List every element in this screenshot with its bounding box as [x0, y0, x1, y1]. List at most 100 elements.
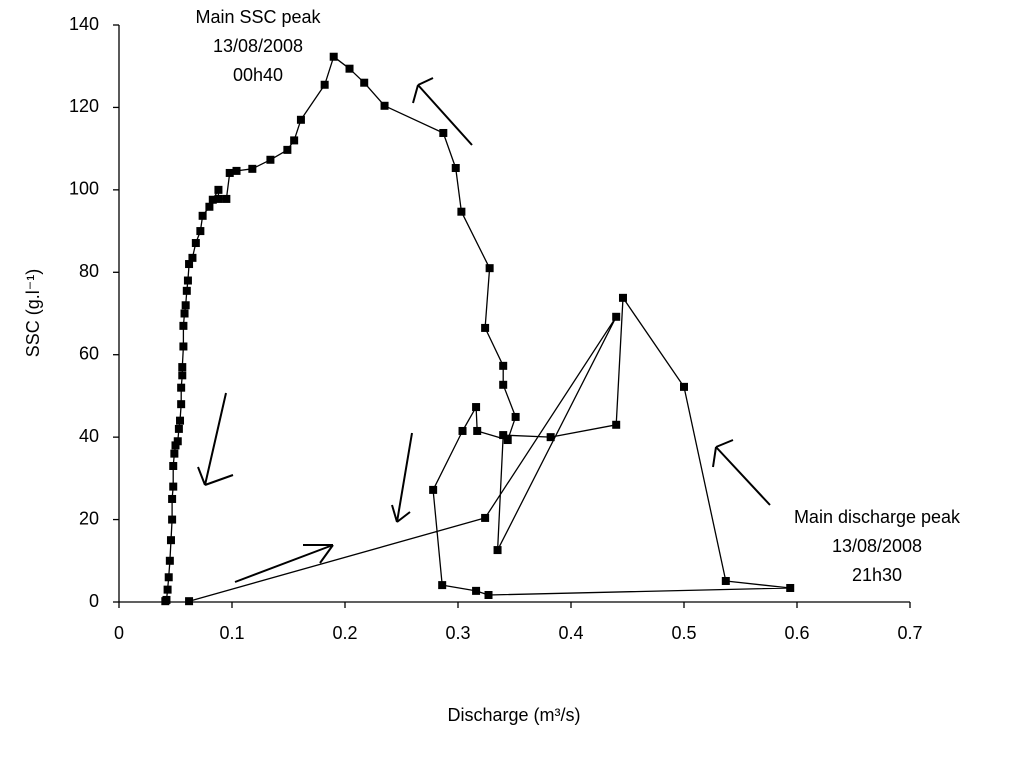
- point: [680, 382, 688, 391]
- x-tick-label: 0.2: [332, 623, 357, 643]
- x-axis-label: Discharge (m³/s): [447, 705, 580, 725]
- point: [458, 426, 467, 435]
- point: [177, 400, 186, 409]
- point: [196, 227, 205, 236]
- point: [179, 342, 188, 351]
- series-line: [164, 56, 791, 602]
- point: [161, 597, 170, 606]
- point: [185, 260, 194, 269]
- point: [438, 581, 447, 590]
- point: [472, 403, 481, 412]
- point: [185, 597, 194, 606]
- point: [451, 164, 460, 173]
- point: [179, 321, 188, 330]
- point: [174, 424, 183, 433]
- annotation: 13/08/2008: [832, 536, 922, 556]
- point: [208, 195, 217, 204]
- x-tick-label: 0.3: [445, 623, 470, 643]
- point: [168, 494, 177, 503]
- point: [493, 546, 502, 555]
- annotation: 21h30: [852, 565, 902, 585]
- x-tick-label: 0: [114, 623, 124, 643]
- point: [183, 276, 192, 285]
- point: [182, 286, 191, 295]
- arrow: [412, 77, 473, 146]
- point: [296, 115, 305, 124]
- point: [198, 211, 207, 220]
- point: [721, 576, 730, 585]
- point: [457, 207, 466, 216]
- point: [472, 586, 481, 595]
- point: [225, 168, 234, 177]
- point: [177, 383, 186, 392]
- point: [163, 585, 172, 594]
- y-tick-label: 140: [69, 14, 99, 34]
- arrow: [712, 439, 771, 506]
- point: [214, 194, 223, 203]
- point: [485, 264, 494, 273]
- point: [329, 52, 338, 61]
- y-tick-label: 120: [69, 96, 99, 116]
- point: [618, 293, 627, 302]
- point: [176, 416, 185, 425]
- point: [320, 80, 329, 89]
- y-tick-label: 20: [79, 508, 99, 528]
- arrow: [391, 432, 413, 523]
- point: [169, 482, 178, 491]
- point: [612, 312, 621, 321]
- point: [173, 437, 182, 446]
- point: [484, 590, 493, 599]
- x-tick-label: 0.7: [897, 623, 922, 643]
- annotation: 00h40: [233, 65, 283, 85]
- point: [481, 513, 490, 522]
- point: [429, 485, 438, 494]
- point: [266, 155, 275, 164]
- point: [164, 573, 173, 582]
- point: [188, 253, 197, 262]
- point: [214, 185, 223, 194]
- y-axis-label: SSC (g.l⁻¹): [23, 269, 43, 358]
- y-tick-label: 60: [79, 343, 99, 363]
- point: [612, 420, 621, 429]
- annotation: Main discharge peak: [794, 507, 961, 527]
- point: [546, 433, 555, 442]
- point: [178, 371, 187, 380]
- point: [473, 426, 482, 435]
- point: [165, 556, 174, 565]
- y-tick-label: 0: [89, 591, 99, 611]
- arrow: [234, 544, 334, 583]
- point: [439, 128, 448, 137]
- point: [169, 461, 178, 470]
- point: [205, 202, 214, 211]
- point: [170, 449, 179, 458]
- x-tick-label: 0.4: [558, 623, 583, 643]
- point: [191, 239, 200, 248]
- point: [345, 64, 354, 73]
- x-tick-label: 0.6: [784, 623, 809, 643]
- point: [171, 441, 180, 450]
- point: [481, 323, 490, 332]
- y-tick-label: 80: [79, 261, 99, 281]
- point: [168, 515, 177, 524]
- point: [222, 194, 231, 203]
- point: [180, 309, 189, 318]
- arrows: [197, 77, 771, 583]
- y-tick-label: 100: [69, 179, 99, 199]
- y-tick-label: 40: [79, 426, 99, 446]
- x-tick-label: 0.5: [671, 623, 696, 643]
- point: [499, 380, 508, 389]
- point: [360, 78, 369, 87]
- annotation: Main SSC peak: [195, 7, 321, 27]
- point: [499, 431, 508, 440]
- point: [248, 164, 257, 173]
- point: [283, 145, 292, 154]
- point: [178, 363, 187, 372]
- point: [511, 412, 520, 421]
- point: [181, 301, 190, 310]
- point: [499, 361, 508, 370]
- point: [503, 436, 512, 445]
- annotation: 13/08/2008: [213, 36, 303, 56]
- point: [232, 166, 241, 175]
- point: [786, 583, 795, 592]
